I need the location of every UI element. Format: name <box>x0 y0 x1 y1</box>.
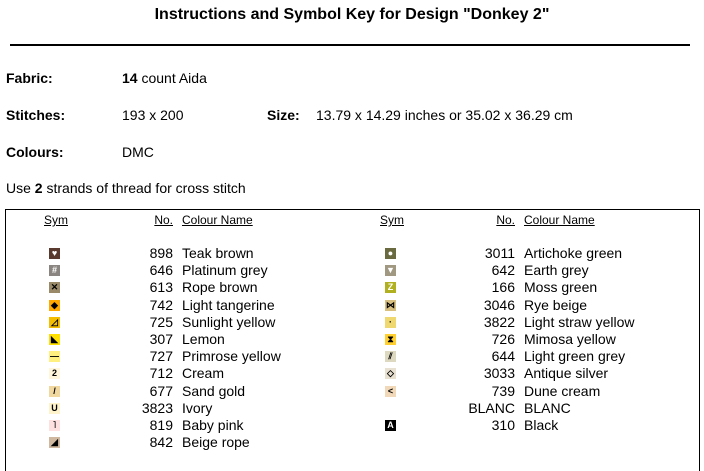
colour-name: Moss green <box>524 279 598 296</box>
symbol: ◆ <box>49 299 60 311</box>
colour-name: Black <box>524 417 559 433</box>
colour-name: Rope brown <box>182 279 258 296</box>
value: count Aida <box>141 70 207 86</box>
colour-number: 166 <box>491 279 515 296</box>
colour-number: 642 <box>491 262 515 279</box>
symbol: ◢ <box>49 437 60 449</box>
colour-name: Light straw yellow <box>524 313 635 330</box>
symbol: Z <box>385 282 396 294</box>
value: 13.79 x 14.29 inches or 35.02 x 36.29 cm <box>316 107 573 123</box>
colour-number: 3823 <box>141 399 173 416</box>
value: 14 <box>122 70 138 86</box>
colour-number: 677 <box>149 382 173 399</box>
colour-name: Antique silver <box>524 365 609 382</box>
symbol: ▼ <box>385 265 396 277</box>
symbol: < <box>385 385 396 397</box>
symbol: — <box>49 351 60 363</box>
instruction: Use 2 strands of thread for cross stitch <box>6 180 246 196</box>
colour-number: 3011 <box>484 245 515 261</box>
colour-number: 307 <box>149 331 173 347</box>
colour-name: Dune cream <box>524 382 601 399</box>
colour-name: Artichoke green <box>524 245 623 261</box>
rule <box>10 44 690 46</box>
column-header: No. <box>154 213 173 227</box>
symbol: / <box>49 385 60 397</box>
label: Fabric: <box>6 70 53 86</box>
colour-number: 3033 <box>483 365 515 382</box>
title: Instructions and Symbol Key for Design "… <box>154 6 550 23</box>
colour-name: Beige rope <box>182 434 250 451</box>
colour-name: Lemon <box>182 331 225 347</box>
column-header: Colour Name <box>524 213 595 227</box>
colour-number: 742 <box>149 296 173 313</box>
colour-number: 310 <box>491 417 515 433</box>
colour-name: Primrose yellow <box>182 348 281 365</box>
colour-number: 3046 <box>483 296 515 313</box>
symbol: ⋈ <box>385 299 396 311</box>
label: Size: <box>267 107 300 123</box>
symbol: ✕ <box>49 282 60 294</box>
value: 193 x 200 <box>122 107 184 123</box>
colour-number: BLANC <box>468 399 515 416</box>
colour-number: 646 <box>149 262 173 279</box>
symbol: ⫽ <box>385 351 396 363</box>
colour-number: 727 <box>149 348 173 365</box>
symbol: U <box>49 402 60 414</box>
colour-name: Ivory <box>182 399 213 416</box>
colour-number: 725 <box>149 313 173 330</box>
column-header: Sym <box>380 213 404 227</box>
colour-number: 842 <box>149 434 173 451</box>
symbol: 2 <box>49 368 60 380</box>
colour-number: 739 <box>491 382 515 399</box>
colour-number: 3822 <box>483 313 515 330</box>
colour-number: 644 <box>491 348 515 365</box>
value: 2 <box>34 180 43 196</box>
symbol: ˥ <box>49 420 60 431</box>
colour-number: 712 <box>149 365 173 382</box>
symbol: ◿ <box>49 316 60 328</box>
column-header: Sym <box>44 213 68 227</box>
colour-name: Sunlight yellow <box>182 313 276 330</box>
colour-name: Teak brown <box>182 245 254 261</box>
value: 14 count Aida <box>122 70 207 86</box>
label: Colours: <box>6 144 64 160</box>
symbol: · <box>385 316 396 328</box>
value: DMC <box>122 144 154 160</box>
colour-name: Rye beige <box>524 296 588 313</box>
colour-name: Earth grey <box>524 262 589 279</box>
colour-name: Mimosa yellow <box>524 331 616 347</box>
colour-name: Light green grey <box>524 348 626 365</box>
colour-name: BLANC <box>524 399 571 416</box>
colour-name: Sand gold <box>182 382 246 399</box>
colour-name: Cream <box>182 365 225 382</box>
colour-name: Baby pink <box>182 417 244 433</box>
colour-name: Platinum grey <box>182 262 268 279</box>
symbol: ◣ <box>49 334 60 345</box>
key-table <box>5 209 700 471</box>
column-header: Colour Name <box>182 213 253 227</box>
colour-number: 898 <box>149 245 173 261</box>
column-header: No. <box>496 213 515 227</box>
colour-number: 726 <box>491 331 515 347</box>
symbol: # <box>49 265 60 277</box>
colour-name: Light tangerine <box>182 296 275 313</box>
symbol: ◇ <box>385 368 396 380</box>
label: Stitches: <box>6 107 66 123</box>
text: Use <box>6 180 31 196</box>
text: strands of thread for cross stitch <box>46 180 246 196</box>
symbol: ● <box>385 248 396 259</box>
colour-number: 613 <box>149 279 173 296</box>
symbol: A <box>385 420 396 431</box>
colour-number: 819 <box>149 417 173 433</box>
symbol: ⧗ <box>385 334 396 345</box>
symbol: ♥ <box>49 248 60 259</box>
